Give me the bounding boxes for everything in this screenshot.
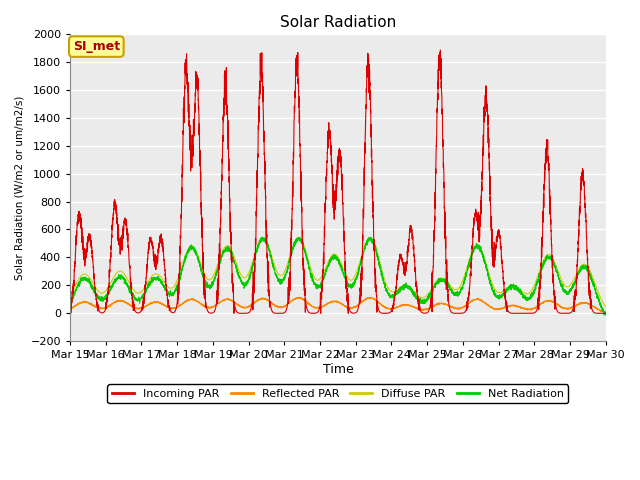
Net Radiation xyxy=(67,301,74,307)
Incoming PAR xyxy=(602,311,609,316)
Diffuse PAR xyxy=(488,281,496,287)
Incoming PAR xyxy=(318,289,326,295)
Line: Reflected PAR: Reflected PAR xyxy=(70,297,605,312)
Line: Net Radiation: Net Radiation xyxy=(70,237,605,315)
Net Radiation xyxy=(458,286,466,291)
Reflected PAR xyxy=(601,309,609,314)
Reflected PAR xyxy=(318,304,326,310)
Net Radiation xyxy=(163,286,170,292)
Legend: Incoming PAR, Reflected PAR, Diffuse PAR, Net Radiation: Incoming PAR, Reflected PAR, Diffuse PAR… xyxy=(108,384,568,403)
Net Radiation xyxy=(602,310,609,316)
Net Radiation xyxy=(318,279,326,285)
Incoming PAR xyxy=(428,276,436,282)
Reflected PAR xyxy=(488,305,496,311)
Line: Diffuse PAR: Diffuse PAR xyxy=(70,237,605,307)
Diffuse PAR xyxy=(428,285,436,291)
Incoming PAR xyxy=(488,254,496,260)
Incoming PAR xyxy=(602,311,609,316)
X-axis label: Time: Time xyxy=(323,363,353,376)
Incoming PAR xyxy=(163,287,170,292)
Diffuse PAR xyxy=(601,303,609,309)
Reflected PAR xyxy=(67,307,74,312)
Reflected PAR xyxy=(367,294,374,300)
Incoming PAR xyxy=(67,306,74,312)
Net Radiation xyxy=(488,286,496,292)
Reflected PAR xyxy=(428,304,436,310)
Net Radiation xyxy=(601,312,609,318)
Diffuse PAR xyxy=(67,294,74,300)
Y-axis label: Solar Radiation (W/m2 or um/m2/s): Solar Radiation (W/m2 or um/m2/s) xyxy=(15,96,25,280)
Diffuse PAR xyxy=(259,234,267,240)
Diffuse PAR xyxy=(163,282,170,288)
Text: SI_met: SI_met xyxy=(73,40,120,53)
Title: Solar Radiation: Solar Radiation xyxy=(280,15,396,30)
Line: Incoming PAR: Incoming PAR xyxy=(70,50,605,313)
Reflected PAR xyxy=(163,303,170,309)
Incoming PAR xyxy=(458,311,466,316)
Diffuse PAR xyxy=(318,274,326,279)
Reflected PAR xyxy=(458,305,466,311)
Reflected PAR xyxy=(602,310,609,315)
Incoming PAR xyxy=(230,311,238,316)
Diffuse PAR xyxy=(602,304,609,310)
Diffuse PAR xyxy=(458,280,466,286)
Net Radiation xyxy=(366,234,374,240)
Incoming PAR xyxy=(436,47,444,53)
Net Radiation xyxy=(602,310,609,315)
Net Radiation xyxy=(428,289,436,295)
